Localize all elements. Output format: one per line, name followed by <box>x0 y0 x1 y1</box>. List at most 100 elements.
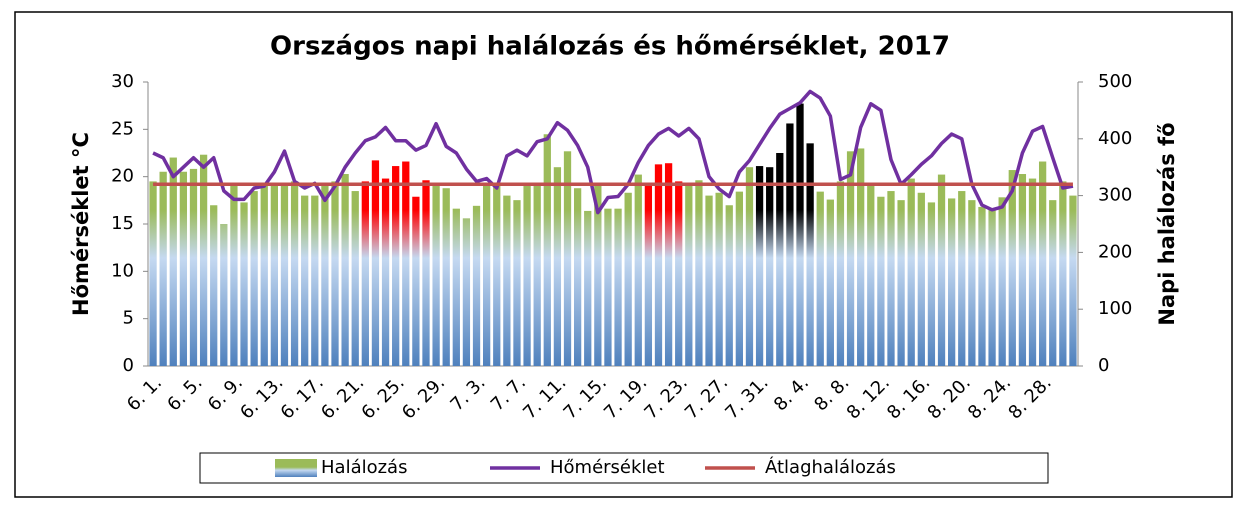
bar <box>422 180 430 366</box>
bar <box>715 192 723 366</box>
bar <box>664 163 673 366</box>
bar <box>796 103 804 367</box>
bar <box>432 183 440 366</box>
y-tick-label: 30 <box>111 71 134 92</box>
bar <box>230 183 238 366</box>
bar <box>321 185 329 366</box>
bar <box>199 154 208 366</box>
bar <box>361 181 369 366</box>
bar <box>624 192 632 366</box>
bar <box>503 195 511 366</box>
bar <box>766 167 774 366</box>
bar <box>472 205 481 366</box>
bar <box>1018 174 1027 366</box>
bar <box>392 166 400 366</box>
bar <box>543 134 551 366</box>
bar <box>290 181 299 366</box>
bar <box>786 123 794 367</box>
bar <box>351 191 359 366</box>
bar <box>402 161 410 366</box>
temperature-line <box>152 89 1074 215</box>
bar <box>695 180 703 366</box>
bar <box>462 218 471 366</box>
bar <box>1059 181 1067 366</box>
bar <box>381 178 390 366</box>
bar <box>887 191 895 366</box>
bar <box>553 167 562 366</box>
legend-label: Halálozás <box>321 457 407 478</box>
bar <box>493 183 501 366</box>
y-axis-title: Hőmérséklet °C <box>69 132 93 316</box>
bar <box>371 160 380 366</box>
bar <box>745 167 754 366</box>
bar <box>341 174 349 366</box>
bar <box>594 184 602 366</box>
bar <box>1028 178 1037 366</box>
bar <box>301 195 309 366</box>
bar <box>634 174 642 366</box>
bar <box>604 208 612 366</box>
bar <box>776 153 784 366</box>
bar <box>1038 161 1047 366</box>
y-tick-label: 25 <box>111 118 134 139</box>
legend-swatch <box>275 459 317 477</box>
bar <box>573 188 582 366</box>
y-tick-label: 0 <box>123 355 134 376</box>
bar <box>210 205 218 366</box>
bar <box>1049 200 1057 366</box>
bar <box>958 191 966 366</box>
bar <box>280 185 289 366</box>
bar <box>614 208 622 366</box>
bar <box>159 171 167 366</box>
bar <box>836 181 845 366</box>
bar <box>877 196 885 366</box>
bar <box>1069 195 1077 366</box>
bar <box>897 200 905 366</box>
chart-title: Országos napi halálozás és hőmérséklet, … <box>270 32 950 62</box>
bar <box>978 206 986 366</box>
bar <box>846 151 855 366</box>
y2-tick-label: 100 <box>1098 298 1132 319</box>
bar <box>250 191 258 366</box>
y2-tick-label: 200 <box>1098 241 1132 262</box>
bar <box>867 185 875 366</box>
bar <box>644 183 653 366</box>
bar <box>685 184 693 366</box>
bar <box>220 224 228 366</box>
bar <box>755 166 764 366</box>
bar <box>654 164 663 366</box>
bar <box>826 199 834 366</box>
bar <box>270 185 278 366</box>
y-tick-label: 15 <box>111 213 134 234</box>
bar <box>563 151 572 366</box>
bar <box>937 174 946 366</box>
bar <box>806 143 814 366</box>
y-tick-label: 10 <box>111 260 134 281</box>
bar <box>988 209 996 366</box>
bar <box>998 197 1006 366</box>
bar <box>240 202 248 366</box>
legend <box>199 452 1049 484</box>
bar <box>907 178 915 366</box>
y2-tick-label: 400 <box>1098 128 1132 149</box>
bar <box>968 200 976 366</box>
bar <box>523 184 531 366</box>
bar <box>179 171 188 366</box>
bar <box>311 195 319 366</box>
bar <box>149 181 157 366</box>
bar <box>442 188 450 366</box>
bar <box>857 148 865 366</box>
bar <box>1008 170 1016 366</box>
bar <box>725 205 733 366</box>
legend-label: Átlaghalálozás <box>765 456 896 478</box>
bar <box>169 157 177 366</box>
bar <box>735 191 743 366</box>
bar <box>533 183 541 366</box>
bar <box>816 191 824 366</box>
y-tick-label: 5 <box>123 308 134 329</box>
bar <box>483 183 491 366</box>
bar <box>260 185 268 366</box>
bar <box>675 181 683 366</box>
y2-tick-label: 0 <box>1098 355 1109 376</box>
